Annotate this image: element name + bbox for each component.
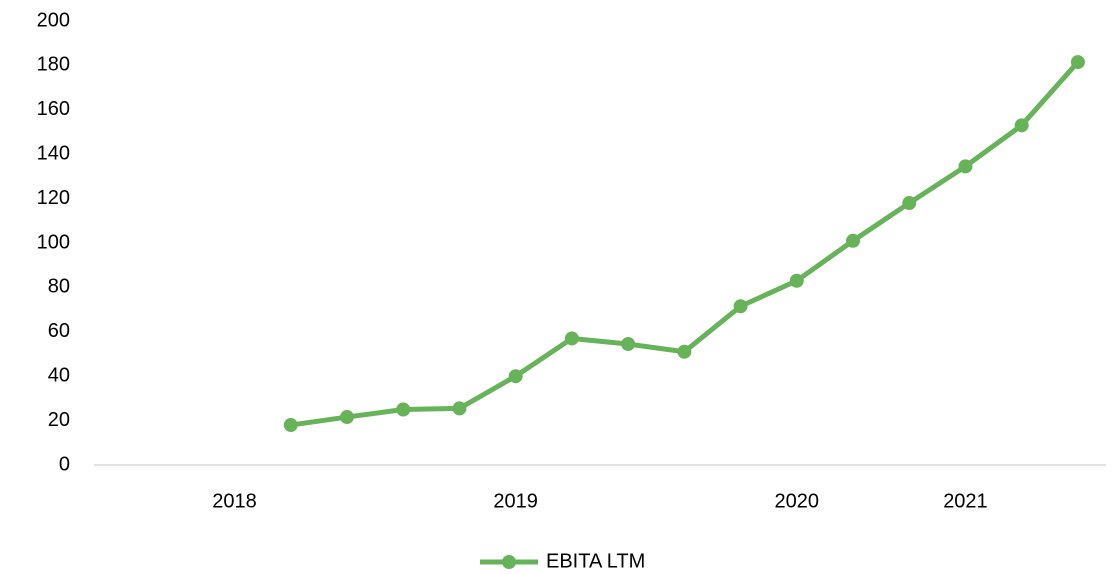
marker <box>396 402 411 417</box>
marker <box>340 410 354 425</box>
x-tick-label: 2019 <box>493 490 538 512</box>
marker <box>1070 55 1085 70</box>
y-tick-label: 60 <box>48 320 70 342</box>
x-tick-label: 2021 <box>943 490 988 512</box>
marker <box>283 418 298 433</box>
marker <box>452 401 467 416</box>
marker <box>1014 118 1029 133</box>
x-tick-label: 2018 <box>212 490 257 512</box>
legend-label: EBITA LTM <box>546 550 645 572</box>
y-tick-label: 80 <box>48 276 70 298</box>
y-tick-label: 160 <box>37 98 70 120</box>
y-tick-label: 40 <box>48 364 70 386</box>
marker <box>846 233 860 248</box>
marker <box>621 337 636 352</box>
y-tick-label: 100 <box>37 231 70 253</box>
y-tick-label: 200 <box>37 9 70 31</box>
y-tick-label: 20 <box>48 409 70 431</box>
marker <box>564 331 579 346</box>
marker <box>958 159 973 174</box>
legend-marker <box>502 555 516 569</box>
y-tick-label: 140 <box>37 142 70 164</box>
marker <box>677 344 692 359</box>
marker <box>508 369 523 384</box>
marker <box>733 299 748 314</box>
y-tick-label: 120 <box>37 187 70 209</box>
marker <box>789 273 804 288</box>
x-tick-label: 2020 <box>775 490 820 512</box>
marker <box>902 196 917 211</box>
line <box>290 60 1080 428</box>
y-tick-label: 0 <box>59 453 70 475</box>
y-tick-label: 180 <box>37 54 70 76</box>
